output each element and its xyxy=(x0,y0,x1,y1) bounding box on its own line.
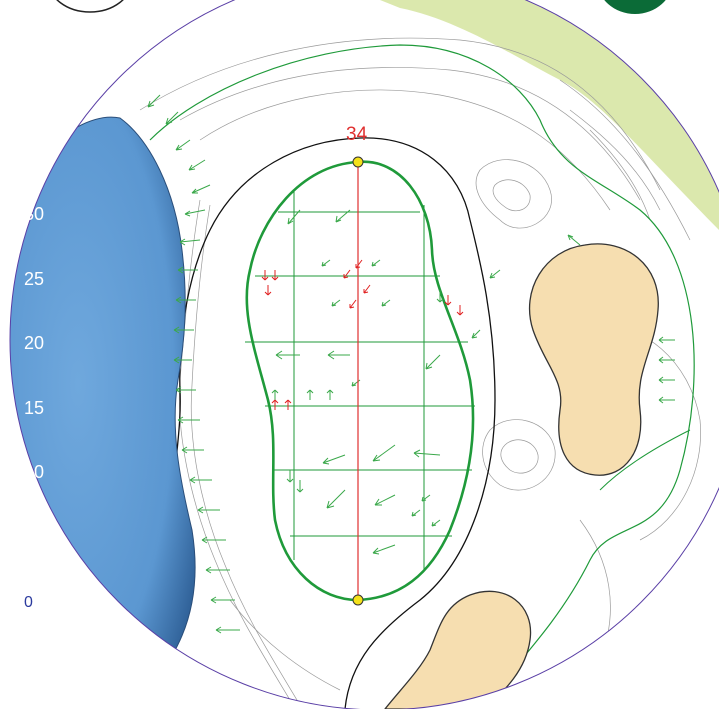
pin-marker-icon[interactable] xyxy=(352,156,364,168)
pin-marker-icon[interactable] xyxy=(352,594,364,606)
fringe-line-inner xyxy=(599,429,691,491)
bunker-bottom[interactable] xyxy=(383,590,532,709)
scale-label-5: 5 xyxy=(24,526,34,546)
scale-label-0: 0 xyxy=(24,594,33,611)
badge-icon[interactable] xyxy=(597,0,673,14)
map-boundary xyxy=(9,0,719,709)
scale-label-10: 10 xyxy=(24,462,44,482)
rough-tint-bottom-right xyxy=(600,500,719,709)
contour-lines xyxy=(139,37,701,706)
scale-label-30: 30 xyxy=(24,204,44,224)
putting-green[interactable] xyxy=(245,160,475,602)
scale-label-25: 25 xyxy=(24,269,44,289)
rough-tint-top-right xyxy=(380,0,719,230)
scale-label-20: 20 xyxy=(24,333,44,353)
compass-circle-icon[interactable] xyxy=(48,0,132,13)
green-length-label: 34 xyxy=(346,124,368,145)
bunker-right[interactable] xyxy=(528,243,659,476)
green-grid xyxy=(245,190,475,570)
green-slope-arrows xyxy=(271,209,444,555)
scale-label-15: 15 xyxy=(24,398,44,418)
fringe-slope-arrows-right xyxy=(471,234,675,404)
fringe-line xyxy=(149,44,695,709)
steep-slope-arrows xyxy=(261,259,464,410)
distance-scale: 30 25 20 15 10 5 0 xyxy=(24,204,44,611)
fringe-slope-arrows-left xyxy=(147,94,240,634)
